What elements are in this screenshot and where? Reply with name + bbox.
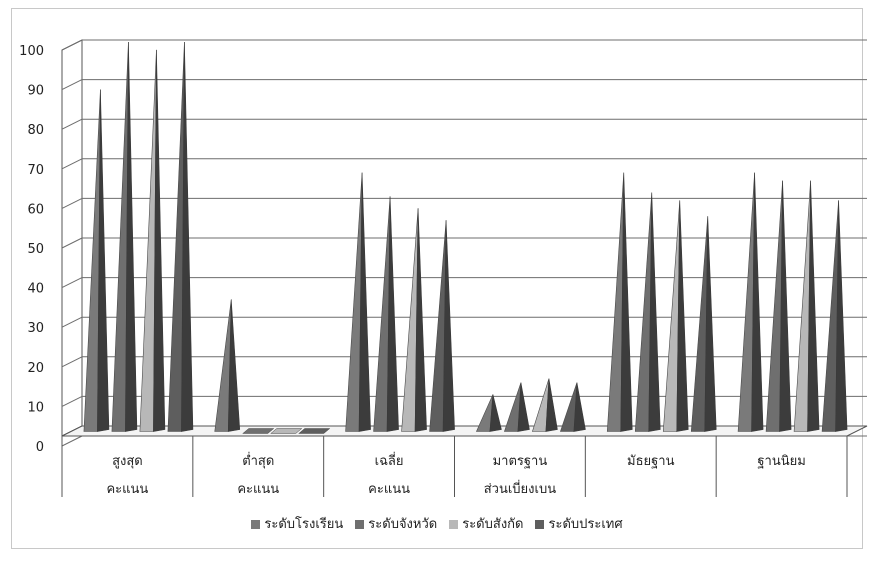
cone-shadow: [545, 378, 558, 432]
gridline-side: [61, 39, 83, 51]
x-tick-label: ฐานนิยม: [757, 454, 805, 469]
x-tick-label: เฉลี่ย: [375, 452, 404, 469]
cone-shadow: [807, 180, 820, 432]
cone-shadow: [153, 49, 166, 432]
legend: ระดับโรงเรียน ระดับจังหวัด ระดับสังกัด ระดั…: [0, 513, 874, 534]
gridline-side: [61, 118, 83, 130]
cone-shadow: [181, 41, 194, 432]
cone-shadow: [573, 382, 586, 432]
legend-item: ระดับจังหวัด: [355, 513, 437, 534]
legend-label: ระดับจังหวัด: [368, 517, 438, 532]
legend-label: ระดับสังกัด: [462, 517, 524, 532]
gridline-side: [61, 277, 83, 289]
cone-shadow: [227, 299, 241, 432]
y-tick-label: 80: [27, 123, 44, 138]
gridline-side: [61, 356, 83, 368]
x-tick-label: ส่วนเบี่ยงเบน: [484, 480, 556, 497]
legend-label: ระดับประเทศ: [548, 517, 623, 532]
cone-shadow: [414, 208, 427, 432]
y-tick-label: 0: [36, 440, 44, 455]
y-tick-label: 90: [27, 84, 44, 99]
cone-shadow: [835, 200, 848, 432]
cone-shadow: [442, 220, 455, 432]
gridline-side: [61, 316, 83, 328]
gridline-side: [61, 237, 83, 249]
y-tick-label: 10: [27, 400, 44, 415]
cone-shadow: [358, 172, 371, 432]
cone-mark: [270, 428, 303, 434]
cone-shadow: [751, 172, 764, 432]
cone-shadow: [517, 382, 530, 432]
x-tick-label: คะแนน: [237, 482, 279, 497]
y-tick-label: 70: [27, 163, 44, 178]
cone-mark: [242, 428, 275, 434]
cone-shadow: [489, 394, 502, 432]
y-tick-label: 50: [27, 242, 44, 257]
cone-shadow: [125, 41, 138, 432]
y-tick-label: 60: [27, 202, 44, 217]
gridline-side: [61, 435, 83, 447]
chart-border: [11, 8, 863, 549]
gridline-side: [61, 158, 83, 170]
x-tick-label: สูงสุด: [112, 454, 143, 469]
gridline-side: [61, 197, 83, 209]
x-tick-label: มัธยฐาน: [627, 454, 675, 469]
legend-label: ระดับโรงเรียน: [264, 517, 344, 532]
y-tick-label: 100: [19, 44, 44, 59]
cone-shadow: [704, 216, 717, 432]
gridline-side: [61, 79, 83, 91]
legend-swatch: [449, 520, 459, 529]
cone-shadow: [648, 192, 661, 432]
cone-shadow: [676, 200, 689, 432]
legend-swatch: [535, 520, 545, 529]
y-tick-label: 30: [27, 321, 44, 336]
legend-swatch: [355, 520, 365, 529]
x-tick-label: คะแนน: [106, 482, 148, 497]
legend-item: ระดับสังกัด: [449, 513, 523, 534]
left-wall: [61, 39, 83, 437]
cone-mark: [298, 428, 331, 434]
legend-item: ระดับประเทศ: [535, 513, 623, 534]
y-tick-label: 40: [27, 282, 44, 297]
x-tick-label: มาตรฐาน: [493, 454, 548, 469]
cone-shadow: [779, 180, 792, 432]
cone-shadow: [386, 196, 399, 432]
cone-shadow: [620, 172, 633, 432]
x-tick-label: คะแนน: [368, 482, 410, 497]
legend-swatch: [251, 520, 261, 529]
gridline-side: [61, 395, 83, 407]
y-tick-label: 20: [27, 361, 44, 376]
cone-shadow: [97, 89, 110, 432]
x-tick-label: ต่ำสุด: [242, 452, 274, 469]
legend-item: ระดับโรงเรียน: [251, 513, 343, 534]
